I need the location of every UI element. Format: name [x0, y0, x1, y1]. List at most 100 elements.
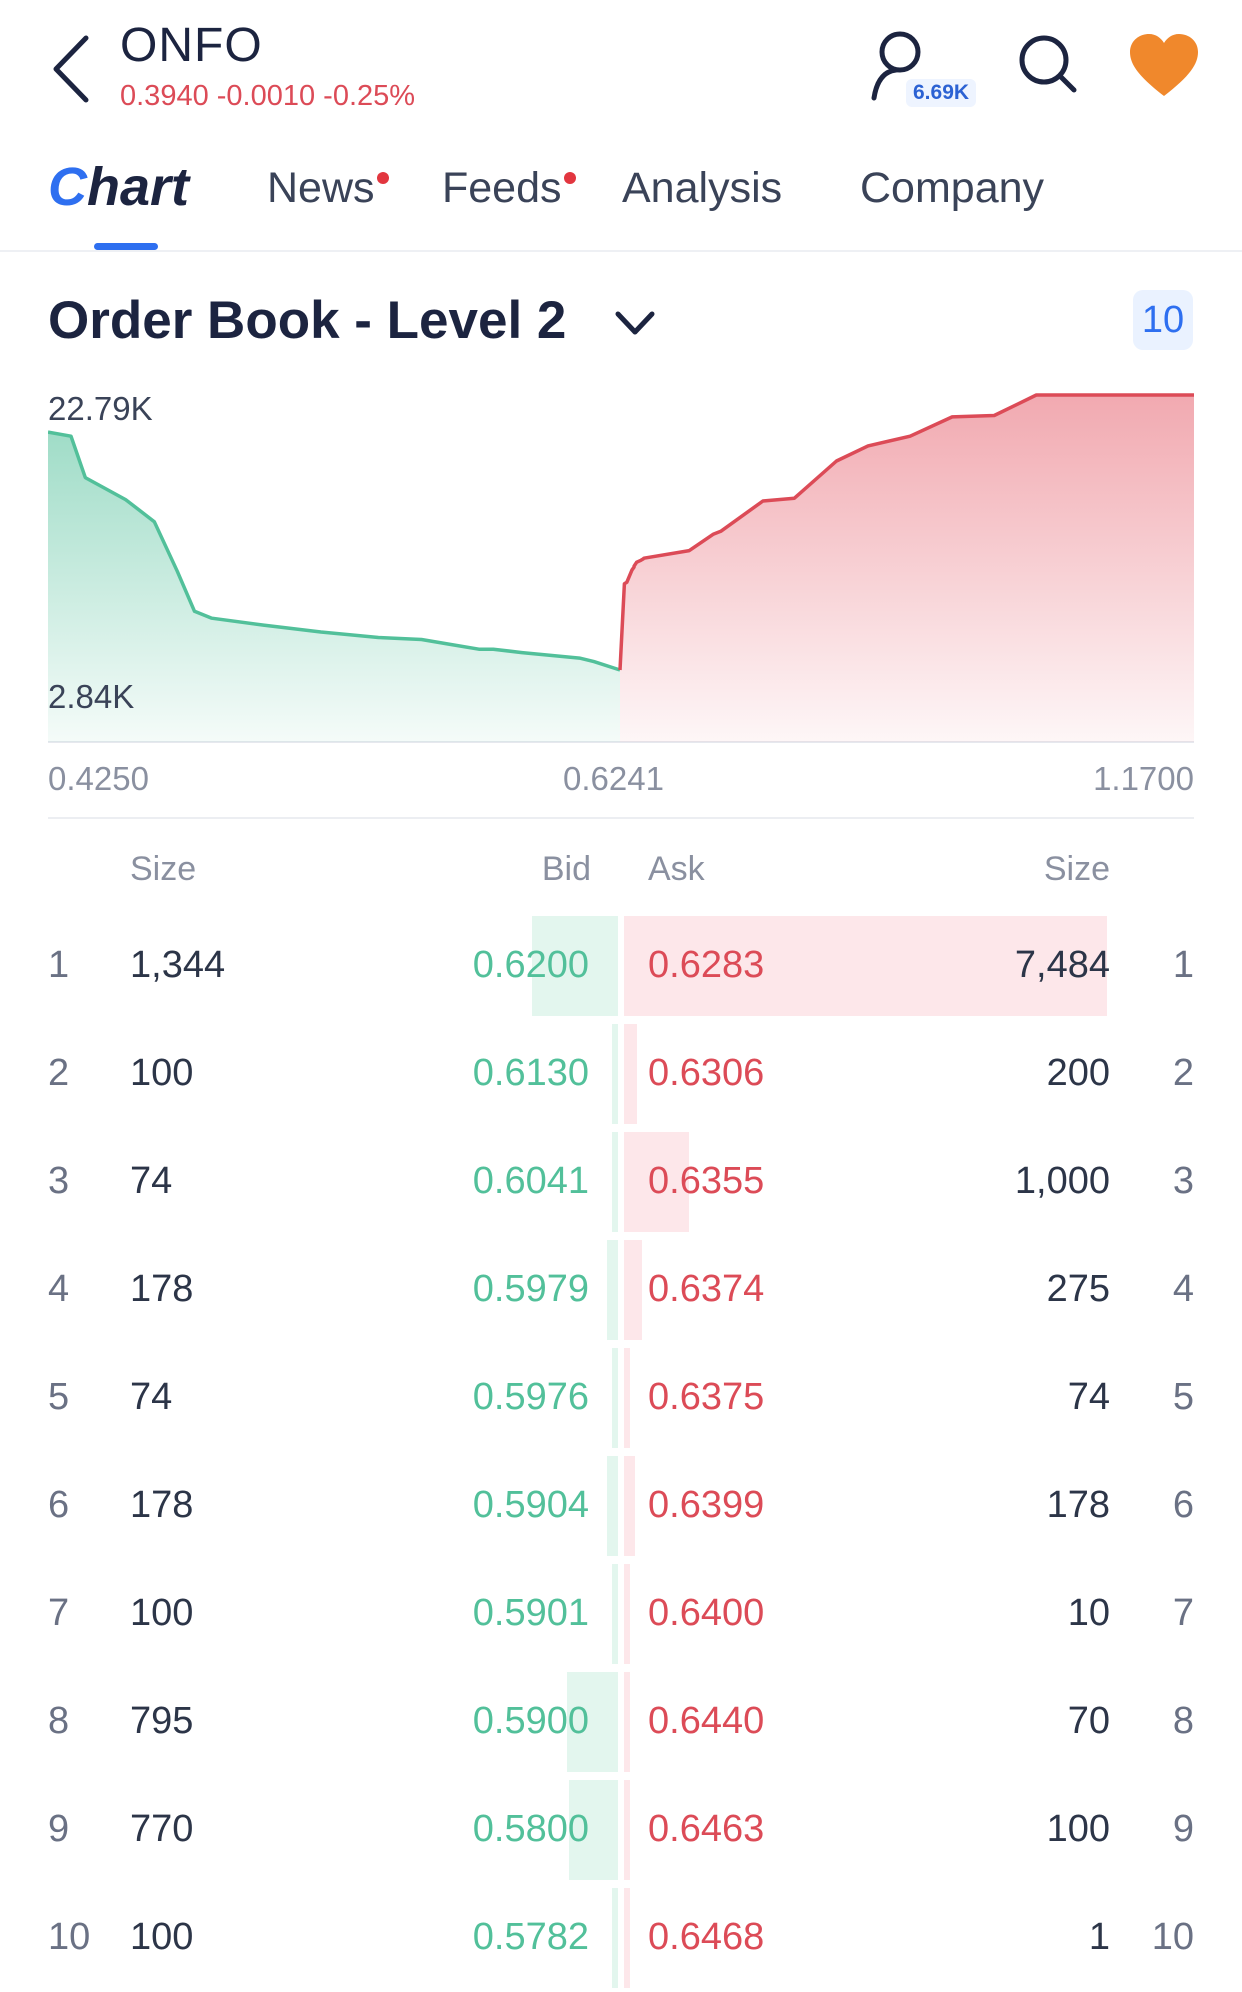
order-book-row[interactable]: 1 1,344 0.6200 0.6283 7,484 1	[0, 912, 1242, 1020]
bid-price: 0.5901	[472, 1592, 589, 1634]
y-max-label: 22.79K	[48, 390, 153, 427]
row-index-right: 6	[1172, 1484, 1194, 1526]
x-max-label: 1.1700	[1093, 760, 1194, 797]
bid-size: 100	[130, 1592, 194, 1634]
heart-icon	[1130, 34, 1198, 96]
followers-button[interactable]: 6.69K	[866, 28, 986, 108]
ask-depth-line	[618, 393, 1194, 671]
bid-depth-bar	[612, 1348, 618, 1448]
bid-size: 795	[130, 1700, 194, 1742]
ask-size-header: Size	[1043, 850, 1110, 888]
tab-news[interactable]: News	[267, 164, 389, 213]
ask-price: 0.6355	[648, 1160, 765, 1202]
ask-header: Ask	[648, 850, 705, 888]
bid-price: 0.5904	[472, 1484, 589, 1526]
ask-depth-bar	[624, 1564, 630, 1664]
row-index-left: 3	[48, 1160, 70, 1202]
tab-feeds[interactable]: Feeds	[442, 164, 576, 213]
bid-depth-bar	[567, 1672, 618, 1772]
bid-depth-bar	[569, 1780, 618, 1880]
order-book-row[interactable]: 7 100 0.5901 0.6400 10 7	[0, 1560, 1242, 1668]
ask-size: 70	[1067, 1700, 1110, 1742]
ask-price: 0.6400	[648, 1592, 765, 1634]
bid-price: 0.5782	[472, 1916, 589, 1958]
search-icon	[1019, 35, 1077, 93]
bid-size: 178	[130, 1268, 194, 1310]
order-book-row[interactable]: 3 74 0.6041 0.6355 1,000 3	[0, 1128, 1242, 1236]
ask-price: 0.6399	[648, 1484, 765, 1526]
row-index-left: 5	[48, 1376, 70, 1418]
bid-size: 1,344	[130, 944, 226, 986]
ask-price: 0.6463	[648, 1808, 765, 1850]
row-index-right: 10	[1151, 1916, 1194, 1958]
bid-depth-area	[48, 432, 620, 742]
bid-header: Bid	[541, 850, 591, 888]
bid-size: 770	[130, 1808, 194, 1850]
bid-size: 74	[130, 1160, 173, 1202]
order-book-title[interactable]: Order Book - Level 2	[48, 291, 567, 350]
order-book-row[interactable]: 6 178 0.5904 0.6399 178 6	[0, 1452, 1242, 1560]
tab-bar: Chart News Feeds Analysis Company	[0, 150, 1242, 252]
order-book-row[interactable]: 5 74 0.5976 0.6375 74 5	[0, 1344, 1242, 1452]
order-book-row[interactable]: 10 100 0.5782 0.6468 1 10	[0, 1884, 1242, 1992]
back-button[interactable]	[48, 34, 98, 104]
row-index-right: 3	[1172, 1160, 1194, 1202]
row-index-left: 6	[48, 1484, 70, 1526]
divider	[48, 817, 1194, 819]
favorite-button[interactable]	[1128, 32, 1200, 100]
tab-company[interactable]: Company	[860, 164, 1045, 212]
order-book-row[interactable]: 2 100 0.6130 0.6306 200 2	[0, 1020, 1242, 1128]
row-index-right: 5	[1172, 1376, 1194, 1418]
ask-size: 178	[1046, 1484, 1110, 1526]
ask-size: 10	[1067, 1592, 1110, 1634]
row-index-left: 7	[48, 1592, 70, 1634]
bid-price: 0.6041	[472, 1160, 589, 1202]
x-mid-label: 0.6241	[563, 760, 664, 797]
person-icon	[871, 31, 921, 101]
order-book-row[interactable]: 8 795 0.5900 0.6440 70 8	[0, 1668, 1242, 1776]
bid-size: 100	[130, 1916, 194, 1958]
x-min-label: 0.4250	[48, 760, 149, 797]
bid-price: 0.5976	[472, 1376, 589, 1418]
row-index-left: 10	[48, 1916, 91, 1958]
order-book-row[interactable]: 4 178 0.5979 0.6374 275 4	[0, 1236, 1242, 1344]
ask-depth-bar	[624, 1888, 630, 1988]
y-min-label: 2.84K	[48, 678, 135, 715]
ask-price: 0.6375	[648, 1376, 765, 1418]
ask-depth-bar	[624, 916, 1107, 1016]
row-index-right: 8	[1172, 1700, 1194, 1742]
order-book-row[interactable]: 9 770 0.5800 0.6463 100 9	[0, 1776, 1242, 1884]
row-index-left: 8	[48, 1700, 70, 1742]
depth-chart-plot	[47, 393, 1194, 743]
level-dropdown[interactable]	[612, 306, 658, 342]
active-tab-indicator	[94, 243, 158, 250]
ask-size: 275	[1046, 1268, 1110, 1310]
back-icon	[53, 35, 89, 103]
ask-size: 74	[1067, 1376, 1110, 1418]
ask-size: 7,484	[1014, 944, 1110, 986]
followers-count: 6.69K	[906, 79, 977, 107]
bid-size-header: Size	[130, 850, 197, 888]
ask-size: 1,000	[1014, 1160, 1110, 1202]
tab-analysis[interactable]: Analysis	[622, 164, 783, 212]
bid-price: 0.5900	[472, 1700, 589, 1742]
bid-size: 74	[130, 1376, 173, 1418]
bid-depth-bar	[607, 1456, 618, 1556]
bid-size: 100	[130, 1052, 194, 1094]
bid-depth-bar	[612, 1888, 618, 1988]
ask-depth-bar	[624, 1780, 630, 1880]
price-quote: 0.3940 -0.0010 -0.25%	[120, 80, 416, 112]
row-index-right: 1	[1172, 944, 1194, 986]
ask-price: 0.6283	[648, 944, 765, 986]
bid-price: 0.6200	[472, 944, 589, 986]
row-index-right: 7	[1172, 1592, 1194, 1634]
tab-chart-rest: hart	[87, 157, 190, 217]
tab-chart[interactable]: Chart	[48, 157, 190, 217]
bid-price: 0.5800	[472, 1808, 589, 1850]
ask-depth-bar	[624, 1132, 689, 1232]
depth-level-badge[interactable]: 10	[1133, 290, 1193, 350]
search-button[interactable]	[1016, 30, 1082, 100]
depth-chart: 22.79K 2.84K	[47, 380, 1194, 748]
ask-depth-bar	[624, 1348, 630, 1448]
row-index-right: 4	[1172, 1268, 1194, 1310]
